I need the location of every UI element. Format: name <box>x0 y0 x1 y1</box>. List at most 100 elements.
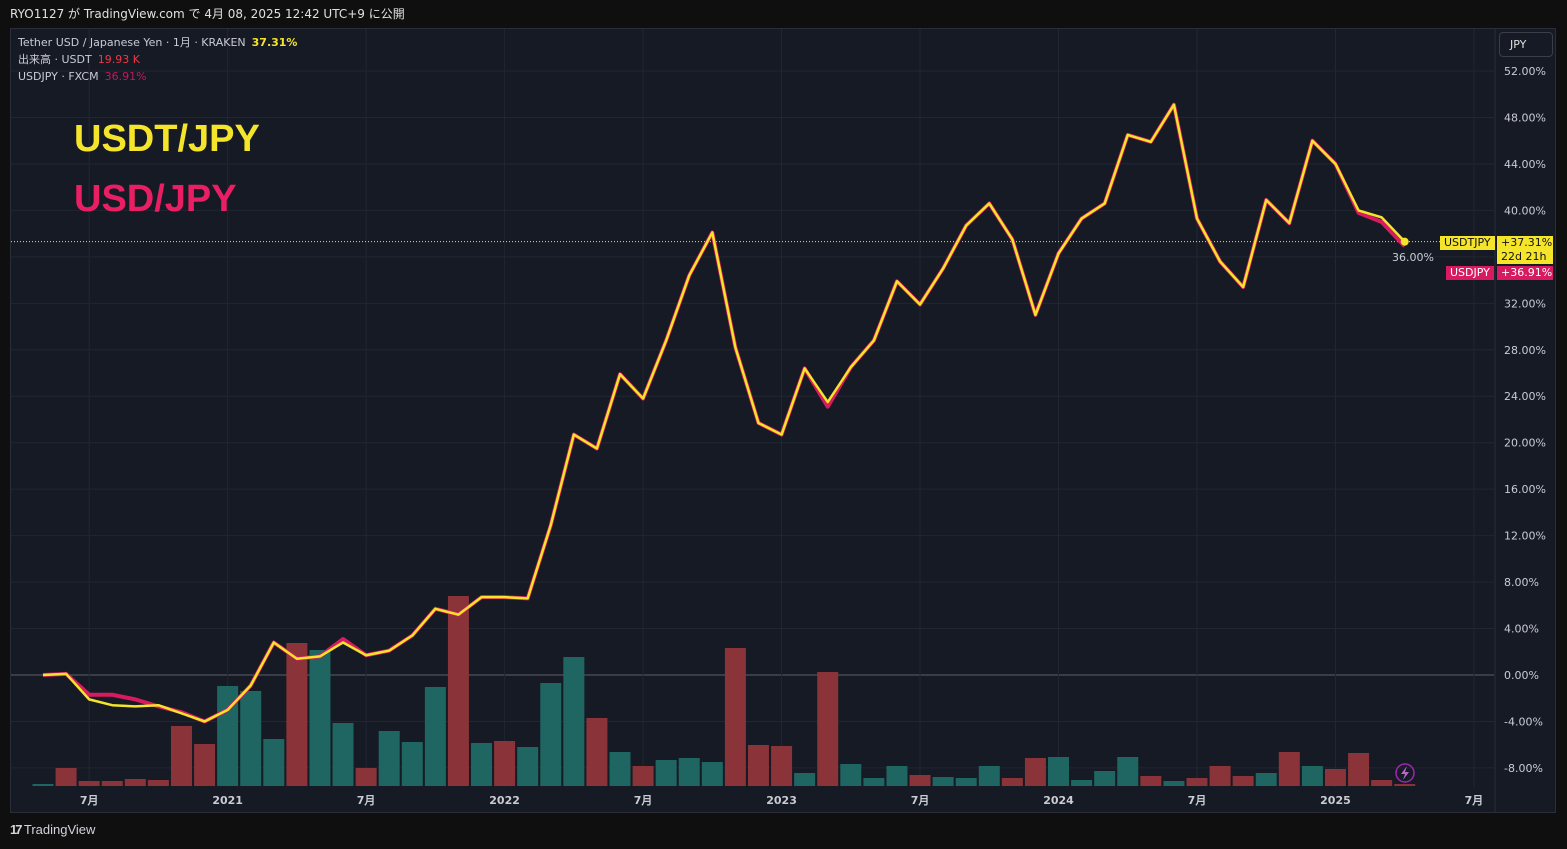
y-tick-label: 36.00% <box>1392 251 1434 264</box>
usd-price-tag-name: USDJPY <box>1446 266 1494 280</box>
legend-main[interactable]: Tether USD / Japanese Yen · 1月 · KRAKEN 3… <box>18 34 297 51</box>
volume-label: 出来高 · USDT <box>18 53 92 66</box>
volume-bar <box>1117 757 1139 786</box>
volume-bar <box>471 743 493 786</box>
y-tick-label: 40.00% <box>1504 204 1546 217</box>
volume-bar <box>817 672 839 786</box>
legend-compare[interactable]: USDJPY · FXCM 36.91% <box>18 68 297 85</box>
volume-bar <box>1048 757 1070 786</box>
volume-bar <box>78 781 100 786</box>
publish-text: RYO1127 が TradingView.com で 4月 08, 2025 … <box>10 7 405 21</box>
volume-bar <box>147 780 169 786</box>
chart-pane[interactable] <box>10 28 1556 813</box>
volume-bar <box>886 766 908 786</box>
x-tick-label: 2023 <box>766 794 797 807</box>
volume-bar <box>309 650 331 786</box>
lightning-glyph-icon <box>1401 766 1409 780</box>
volume-bar <box>332 723 354 786</box>
y-tick-label: -4.00% <box>1504 715 1543 728</box>
series-line-usdtjpy <box>42 103 1406 723</box>
volume-bar <box>101 781 123 786</box>
volume-bar <box>1001 778 1023 786</box>
y-tick-label: 8.00% <box>1504 576 1539 589</box>
legend: Tether USD / Japanese Yen · 1月 · KRAKEN 3… <box>18 34 297 85</box>
volume-bar <box>194 744 216 786</box>
y-tick-label: 48.00% <box>1504 111 1546 124</box>
volume-bar <box>840 764 862 786</box>
x-tick-label: 7月 <box>1465 794 1484 807</box>
usdt-price-tag-name: USDTJPY <box>1440 236 1495 250</box>
volume-bar <box>1348 753 1370 786</box>
y-tick-label: 4.00% <box>1504 623 1539 636</box>
volume-bar <box>609 752 631 786</box>
y-tick-label: 12.00% <box>1504 530 1546 543</box>
compare-symbol: USDJPY · FXCM <box>18 70 99 83</box>
volume-bar <box>286 643 308 786</box>
volume-bar <box>724 648 746 786</box>
volume-bar <box>1301 766 1323 786</box>
volume-bar <box>240 691 262 786</box>
logo-mark-icon: 17 <box>10 822 23 837</box>
x-tick-label: 2025 <box>1320 794 1351 807</box>
main-symbol: Tether USD / Japanese Yen · 1月 · KRAKEN <box>18 36 246 49</box>
tradingview-logo[interactable]: 17 TradingView <box>10 822 95 837</box>
volume-bar <box>955 778 977 786</box>
volume-bar <box>1232 776 1254 786</box>
usdt-price-tag-value: +37.31% 22d 21h <box>1497 236 1553 264</box>
volume-bar <box>378 731 400 786</box>
volume-bar <box>1255 773 1277 786</box>
x-tick-label: 2024 <box>1043 794 1074 807</box>
y-tick-label: 28.00% <box>1504 344 1546 357</box>
y-tick-label: -8.00% <box>1504 762 1543 775</box>
y-tick-label: 32.00% <box>1504 297 1546 310</box>
usd-price-tag-value: +36.91% <box>1497 266 1553 280</box>
publish-header: RYO1127 が TradingView.com で 4月 08, 2025 … <box>0 0 1567 27</box>
volume-bar <box>263 739 285 786</box>
usd-annotation: USD/JPY <box>74 178 237 220</box>
volume-bar <box>655 760 677 786</box>
volume-bar <box>447 596 469 786</box>
volume-bar <box>494 741 516 786</box>
x-tick-label: 7月 <box>911 794 930 807</box>
last-point-marker <box>1400 237 1409 246</box>
volume-bar <box>32 784 54 786</box>
volume-bar <box>771 746 793 786</box>
legend-volume[interactable]: 出来高 · USDT 19.93 K <box>18 51 297 68</box>
y-tick-label: 52.00% <box>1504 65 1546 78</box>
volume-bar <box>794 773 816 786</box>
y-tick-label: 44.00% <box>1504 158 1546 171</box>
volume-bar <box>586 718 608 786</box>
y-tick-label: 16.00% <box>1504 483 1546 496</box>
volume-bar <box>1094 771 1116 786</box>
volume-bar <box>540 683 562 786</box>
volume-bar <box>1278 752 1300 786</box>
volume-bar <box>678 758 700 786</box>
volume-bar <box>1024 758 1046 786</box>
brand-name: TradingView <box>23 822 96 837</box>
x-tick-label: 7月 <box>634 794 653 807</box>
compare-value: 36.91% <box>104 70 147 83</box>
main-value: 37.31% <box>251 36 298 49</box>
volume-bar <box>424 687 446 786</box>
volume-bar <box>701 762 723 786</box>
volume-bar <box>355 768 377 786</box>
volume-bar <box>401 742 423 786</box>
x-tick-label: 7月 <box>1188 794 1207 807</box>
volume-bar <box>863 778 885 786</box>
currency-button[interactable]: JPY <box>1499 32 1553 57</box>
volume-bar <box>978 766 1000 786</box>
volume-bar <box>55 768 77 786</box>
y-tick-label: 20.00% <box>1504 437 1546 450</box>
volume-bar <box>1371 780 1393 786</box>
volume-bar <box>632 766 654 786</box>
x-tick-label: 2022 <box>489 794 520 807</box>
volume-bar <box>1186 778 1208 786</box>
x-tick-label: 2021 <box>212 794 243 807</box>
lightning-icon <box>1395 763 1415 783</box>
usdt-tag-value: +37.31% <box>1501 236 1553 249</box>
volume-bar <box>1394 784 1416 786</box>
volume-bar <box>1209 766 1231 786</box>
x-tick-label: 7月 <box>357 794 376 807</box>
x-tick-label: 7月 <box>80 794 99 807</box>
